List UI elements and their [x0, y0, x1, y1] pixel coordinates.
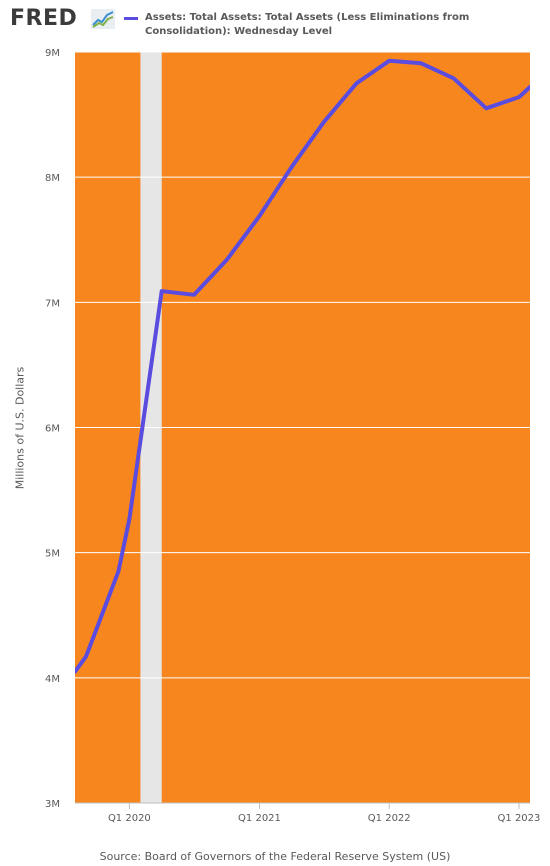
- y-tick-label: 9M: [45, 48, 60, 59]
- x-tick-label: Q1 2023: [498, 813, 541, 824]
- x-tick-label: Q1 2021: [238, 813, 281, 824]
- line-chart[interactable]: 3M 4M 5M 6M 7M 8M 9M Q1 2020 Q1 2021 Q1 2022 Q1 20…: [0, 0, 550, 840]
- y-tick-label: 7M: [45, 298, 60, 309]
- legend-label[interactable]: Assets: Total Assets: Total Assets (Less…: [145, 12, 470, 37]
- x-tick-label: Q1 2020: [108, 813, 151, 824]
- source-note[interactable]: Source: Board of Governors of the Federa…: [99, 850, 451, 863]
- y-tick-label: 6M: [45, 424, 60, 435]
- fred-logo[interactable]: FRED: [10, 6, 78, 31]
- y-tick-label: 5M: [45, 549, 60, 560]
- x-tick-label: Q1 2022: [368, 813, 411, 824]
- y-tick-label: 3M: [45, 799, 60, 810]
- chart-header: FRED Assets: Total Assets: Total Assets …: [0, 0, 550, 44]
- y-tick-label: 8M: [45, 173, 60, 184]
- y-tick-label: 4M: [45, 674, 60, 685]
- legend-swatch: [124, 17, 138, 20]
- fred-chart-icon: [91, 9, 115, 29]
